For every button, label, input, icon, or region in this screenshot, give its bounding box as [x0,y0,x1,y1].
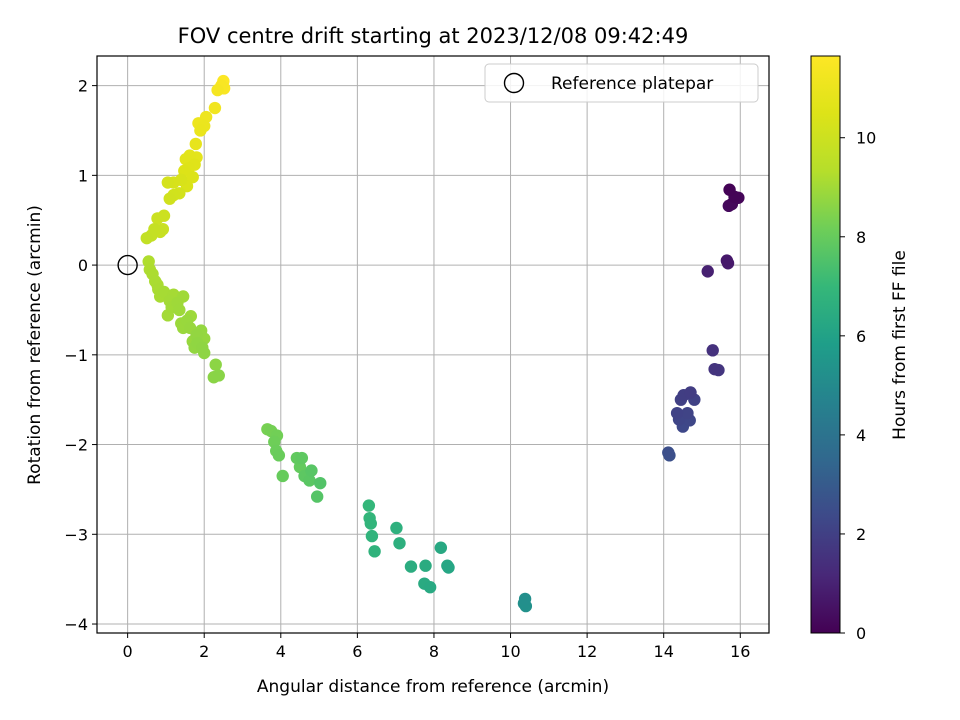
data-point [423,581,437,594]
data-point [212,369,225,382]
data-point [442,561,455,574]
data-point [140,231,153,245]
data-point [365,529,379,543]
x-tick-label: 0 [123,642,133,661]
colorbar-ticks: 0 2 4 6 8 10 [840,129,876,643]
x-axis-label: Angular distance from reference (arcmin) [257,677,609,697]
colorbar-tick-label: 6 [856,327,866,346]
data-point [701,265,714,278]
data-point [662,446,675,459]
data-point [295,451,309,465]
x-tick-label: 16 [730,642,750,661]
reference-platepar-marker [117,254,138,276]
y-tick-label: −4 [64,615,88,634]
data-points [140,74,745,613]
data-point [720,254,734,267]
data-point [364,517,377,530]
data-point [209,358,222,371]
data-point [305,464,318,477]
data-point [157,285,171,299]
data-point [419,559,432,572]
colorbar-tick-label: 2 [856,525,866,544]
y-tick-label: −3 [64,525,88,544]
data-point [708,362,721,376]
chart-title: FOV centre drift starting at 2023/12/08 … [178,24,689,48]
data-point [163,192,176,205]
x-tick-label: 12 [577,642,597,661]
data-point [198,346,211,360]
data-point [303,474,316,487]
x-tick-label: 4 [276,642,286,661]
x-tick-label: 2 [199,642,209,661]
y-tick-label: 1 [78,166,88,185]
data-point [723,183,736,196]
colorbar: 0 2 4 6 8 10 Hours from first FF file [810,55,910,643]
plot-frame [96,55,770,634]
legend: Reference platepar [484,63,759,103]
data-point [272,449,286,462]
data-point [393,537,406,550]
data-point [706,344,719,357]
y-axis-label: Rotation from reference (arcmin) [25,205,45,485]
data-point [211,83,224,97]
y-tick-label: 0 [78,256,88,275]
colorbar-label: Hours from first FF file [890,250,910,440]
colorbar-tick-label: 4 [856,426,866,445]
y-tick-label: −1 [64,346,88,365]
x-tick-label: 6 [352,642,362,661]
data-point [310,490,324,503]
colorbar-tick-label: 8 [856,228,866,247]
data-point [189,137,202,151]
data-point [151,212,164,225]
colorbar-gradient [810,55,841,634]
data-point [161,176,175,189]
x-tick-label: 10 [500,642,520,661]
data-point [434,541,448,554]
legend-box [484,63,759,103]
data-point [684,386,697,399]
grid-lines [97,56,769,633]
x-axis-ticks: 0 2 4 6 8 10 12 14 16 [123,633,750,661]
legend-entry: Reference platepar [551,74,713,94]
reference-marker [117,254,138,276]
data-point [186,170,199,184]
data-point [368,545,381,558]
data-point [276,469,289,483]
data-point [518,592,532,606]
x-tick-label: 8 [429,642,439,661]
data-point [208,101,222,115]
data-point [362,499,376,512]
data-point [390,521,403,535]
legend-marker [503,72,525,94]
colorbar-tick-label: 0 [856,624,866,643]
data-point [404,560,418,573]
colorbar-tick-label: 10 [856,129,876,148]
data-point [681,406,694,420]
data-point [173,303,186,317]
data-point [194,124,207,137]
x-tick-label: 14 [654,642,674,661]
data-point [314,476,327,490]
y-axis-ticks: −4 −3 −2 −1 0 1 2 [64,77,97,634]
data-point [670,406,684,420]
y-tick-label: 2 [78,77,88,96]
y-tick-label: −2 [64,436,88,455]
